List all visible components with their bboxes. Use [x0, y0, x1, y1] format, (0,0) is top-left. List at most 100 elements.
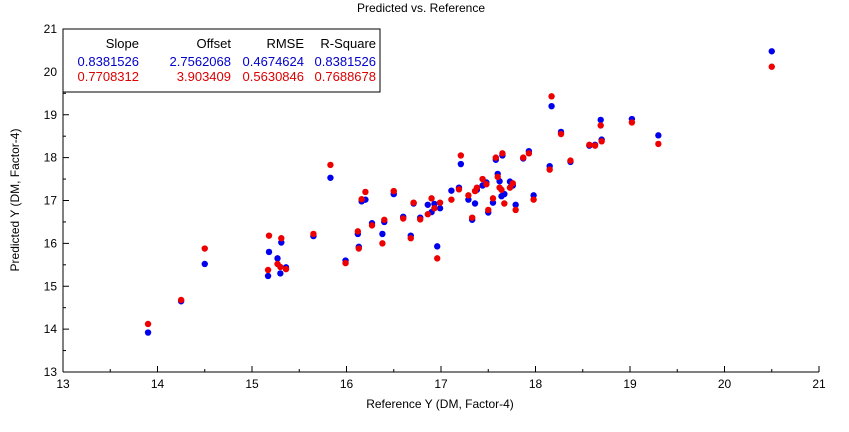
- data-point: [342, 259, 349, 267]
- data-point: [265, 232, 273, 239]
- data-point: [358, 196, 365, 203]
- stats-header-cell: Offset: [197, 36, 232, 51]
- data-point: [483, 181, 490, 188]
- data-point: [362, 188, 369, 196]
- data-point: [327, 174, 334, 181]
- y-tick-label: 19: [44, 108, 58, 122]
- data-point: [407, 235, 414, 242]
- data-point: [379, 240, 386, 247]
- data-point: [327, 161, 334, 169]
- stats-box: [62, 28, 381, 93]
- data-point: [628, 119, 636, 126]
- y-tick-label: 16: [44, 236, 58, 250]
- data-point: [520, 154, 527, 161]
- data-point: [277, 270, 284, 277]
- data-point: [586, 141, 593, 148]
- x-tick-label: 18: [529, 377, 543, 391]
- plot-axes: 13 14 15 16 17 18 19 20 21 13 14 15 16 17 18 19 20 21: [44, 22, 826, 391]
- data-point: [264, 266, 272, 274]
- data-point: [177, 296, 185, 304]
- y-tick-label: 13: [44, 365, 58, 379]
- data-point: [512, 206, 519, 214]
- data-point: [465, 192, 472, 199]
- data-point: [201, 245, 208, 252]
- stats-value-cell: 2.7562068: [170, 54, 231, 69]
- stats-value-cell: 0.8381526: [315, 54, 376, 69]
- data-point: [485, 206, 492, 214]
- y-tick-label: 21: [44, 22, 58, 36]
- x-axis-title: Reference Y (DM, Factor-4): [366, 397, 514, 411]
- data-point: [424, 211, 431, 218]
- data-point: [381, 216, 388, 223]
- data-point: [390, 187, 397, 195]
- y-tick-label: 20: [44, 65, 58, 79]
- stats-value-cell: 0.4674624: [243, 54, 304, 69]
- data-point: [448, 187, 455, 194]
- data-point: [436, 199, 444, 206]
- data-point: [492, 154, 500, 161]
- y-tick-label: 14: [44, 322, 58, 336]
- data-point: [457, 160, 465, 168]
- data-point: [428, 195, 435, 202]
- data-point: [282, 265, 290, 273]
- data-point: [471, 200, 479, 207]
- x-tick-label: 20: [718, 377, 732, 391]
- data-point: [448, 196, 455, 203]
- data-point: [274, 255, 281, 262]
- series-2: [144, 63, 775, 328]
- data-point: [424, 201, 431, 208]
- data-point: [278, 235, 285, 242]
- x-tick-label: 13: [56, 377, 70, 391]
- data-point: [597, 116, 604, 124]
- data-point: [548, 102, 555, 110]
- data-point: [597, 122, 604, 129]
- data-point: [354, 228, 362, 235]
- data-points: [144, 48, 775, 336]
- stats-value-cell: 3.903409: [177, 69, 231, 84]
- stats-value-cell: 0.8381526: [78, 54, 139, 69]
- data-point: [479, 175, 486, 183]
- data-point: [144, 329, 152, 336]
- data-point: [494, 173, 501, 181]
- data-point: [557, 130, 565, 138]
- data-point: [512, 201, 519, 208]
- x-tick-label: 21: [812, 377, 826, 391]
- data-point: [457, 152, 465, 159]
- data-point: [434, 255, 441, 262]
- data-point: [355, 245, 362, 252]
- data-point: [548, 93, 555, 100]
- data-point: [655, 140, 662, 148]
- data-point: [525, 150, 533, 157]
- data-point: [598, 138, 605, 145]
- data-point: [201, 260, 208, 268]
- data-point: [310, 230, 317, 238]
- y-tick-label: 15: [44, 279, 58, 293]
- x-tick-label: 14: [151, 377, 165, 391]
- data-point: [368, 222, 376, 229]
- data-point: [436, 205, 444, 212]
- data-point: [498, 186, 505, 193]
- chart-title: Predicted vs. Reference: [357, 1, 485, 15]
- x-tick-label: 15: [245, 377, 259, 391]
- data-point: [768, 63, 775, 70]
- x-tick-label: 17: [434, 377, 448, 391]
- y-tick-label: 17: [44, 194, 58, 208]
- data-point: [277, 263, 284, 271]
- data-point: [400, 215, 407, 222]
- data-point: [509, 180, 517, 187]
- stats-header-cell: R-Square: [320, 36, 376, 51]
- stats-value-cell: 0.7708312: [78, 69, 139, 84]
- stats-value-cell: 0.7688678: [315, 69, 376, 84]
- data-point: [501, 200, 508, 207]
- data-point: [455, 186, 463, 193]
- data-point: [144, 320, 152, 328]
- data-point: [379, 230, 386, 238]
- y-axis-title: Predicted Y (DM, Factor-4): [8, 129, 22, 272]
- data-point: [410, 199, 417, 206]
- y-tick-label: 18: [44, 151, 58, 165]
- x-tick-label: 19: [623, 377, 637, 391]
- data-point: [655, 132, 662, 139]
- data-point: [468, 214, 476, 221]
- data-point: [546, 166, 553, 173]
